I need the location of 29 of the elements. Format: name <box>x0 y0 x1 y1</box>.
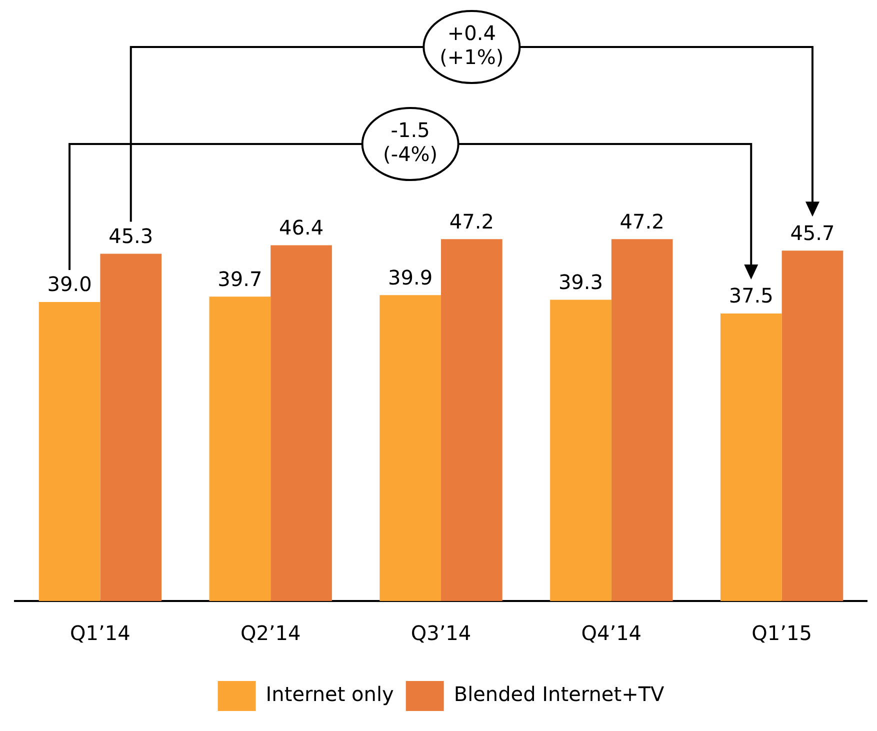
bar <box>209 296 271 601</box>
bar <box>441 239 502 601</box>
data-label: 39.3 <box>558 270 603 294</box>
bar <box>550 300 612 601</box>
legend-label: Blended Internet+TV <box>454 682 665 706</box>
data-label: 39.0 <box>47 272 92 296</box>
data-label: 47.2 <box>449 209 494 234</box>
data-label: 45.3 <box>108 224 154 248</box>
data-label: 39.9 <box>388 265 433 290</box>
bar <box>720 313 782 601</box>
x-tick-label: Q4’14 <box>581 621 642 646</box>
bar <box>100 254 162 601</box>
text: -1.5 (-4%) <box>383 118 438 166</box>
data-label: 39.7 <box>218 266 262 291</box>
bar <box>270 245 332 601</box>
bar <box>380 295 441 601</box>
data-label: 45.7 <box>790 220 835 245</box>
data-label: 47.2 <box>620 209 664 234</box>
x-tick-label: Q1’15 <box>752 621 812 646</box>
x-tick-label: Q3’14 <box>410 621 472 646</box>
bar <box>38 302 100 601</box>
data-label: 37.5 <box>728 284 774 308</box>
bar <box>611 239 673 601</box>
data-label: 46.4 <box>279 215 324 240</box>
x-tick-label: Q2’14 <box>240 621 301 646</box>
legend-label: Internet only <box>266 682 394 706</box>
text: +0.4 (+1%) <box>440 21 504 70</box>
bar <box>782 250 844 601</box>
x-tick-label: Q1’14 <box>70 621 130 646</box>
